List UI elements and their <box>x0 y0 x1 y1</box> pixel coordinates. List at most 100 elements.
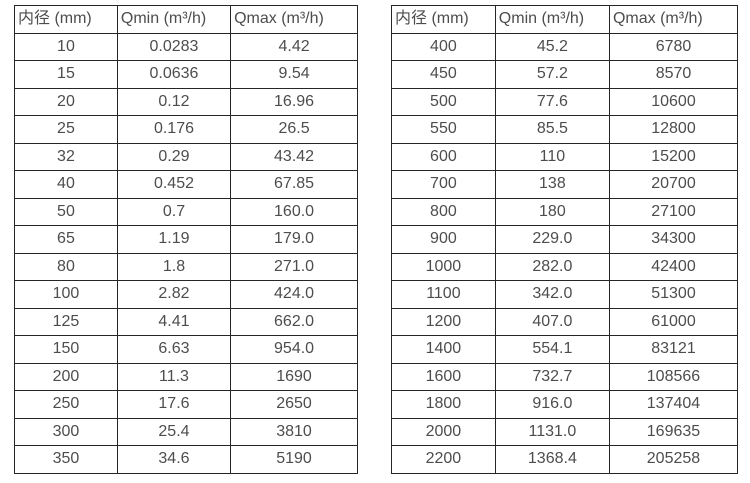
table-cell: 45.2 <box>494 32 610 61</box>
flow-table-large-diameters: 内径 (mm) Qmin (m³/h) Qmax (m³/h) 400 45.2 6780… <box>391 5 739 474</box>
table-row: 800 180 27100 <box>391 197 739 226</box>
table-row: 300 25.4 3810 <box>14 417 358 446</box>
table-cell: 800 <box>391 197 496 226</box>
table-cell: 424.0 <box>230 280 358 309</box>
flow-table-small-diameters: 内径 (mm) Qmin (m³/h) Qmax (m³/h) 10 0.0283 4.4… <box>14 5 358 474</box>
table-cell: 17.6 <box>116 390 232 419</box>
table-cell: 1400 <box>391 335 496 364</box>
table-cell: 229.0 <box>494 225 610 254</box>
table-cell: 11.3 <box>116 362 232 391</box>
table-row: 600 110 15200 <box>391 142 739 171</box>
table-cell: 20700 <box>608 170 739 199</box>
table-row: 450 57.2 8570 <box>391 60 739 89</box>
table-cell: 9.54 <box>230 60 358 89</box>
table-cell: 26.5 <box>230 115 358 144</box>
table-cell: 65 <box>14 225 118 254</box>
table-cell: 0.0636 <box>116 60 232 89</box>
table-row: 2000 1131.0 169635 <box>391 417 739 446</box>
table-cell: 50 <box>14 197 118 226</box>
table-cell: 34.6 <box>116 445 232 474</box>
table-cell: 3810 <box>230 417 358 446</box>
table-cell: 662.0 <box>230 307 358 336</box>
table-cell: 400 <box>391 32 496 61</box>
table-cell: 1.8 <box>116 252 232 281</box>
table-row: 125 4.41 662.0 <box>14 307 358 336</box>
flow-rate-tables: 内径 (mm) Qmin (m³/h) Qmax (m³/h) 10 0.0283 4.4… <box>14 5 739 474</box>
table-cell: 2000 <box>391 417 496 446</box>
table-cell: 83121 <box>608 335 739 364</box>
table-cell: 1690 <box>230 362 358 391</box>
table-cell: 6.63 <box>116 335 232 364</box>
table-row: 2200 1368.4 205258 <box>391 445 739 474</box>
table-cell: 0.12 <box>116 87 232 116</box>
table-cell: 0.452 <box>116 170 232 199</box>
column-header: Qmin (m³/h) <box>116 5 232 34</box>
table-cell: 61000 <box>608 307 739 336</box>
table-row: 65 1.19 179.0 <box>14 225 358 254</box>
table-cell: 125 <box>14 307 118 336</box>
table-row: 150 6.63 954.0 <box>14 335 358 364</box>
table-cell: 554.1 <box>494 335 610 364</box>
table-cell: 108566 <box>608 362 739 391</box>
table-cell: 10600 <box>608 87 739 116</box>
table-cell: 200 <box>14 362 118 391</box>
table-cell: 15200 <box>608 142 739 171</box>
table-cell: 271.0 <box>230 252 358 281</box>
table-row: 700 138 20700 <box>391 170 739 199</box>
table-cell: 500 <box>391 87 496 116</box>
table-cell: 900 <box>391 225 496 254</box>
table-cell: 43.42 <box>230 142 358 171</box>
table-row: 1800 916.0 137404 <box>391 390 739 419</box>
column-header: Qmax (m³/h) <box>230 5 358 34</box>
table-cell: 205258 <box>608 445 739 474</box>
table-row: 550 85.5 12800 <box>391 115 739 144</box>
table-cell: 150 <box>14 335 118 364</box>
table-cell: 27100 <box>608 197 739 226</box>
table-row: 900 229.0 34300 <box>391 225 739 254</box>
table-cell: 700 <box>391 170 496 199</box>
table-cell: 51300 <box>608 280 739 309</box>
table-cell: 1131.0 <box>494 417 610 446</box>
table-cell: 40 <box>14 170 118 199</box>
table-cell: 407.0 <box>494 307 610 336</box>
table-cell: 34300 <box>608 225 739 254</box>
table-cell: 100 <box>14 280 118 309</box>
table-cell: 110 <box>494 142 610 171</box>
table-cell: 5190 <box>230 445 358 474</box>
table-cell: 20 <box>14 87 118 116</box>
table-cell: 282.0 <box>494 252 610 281</box>
table-cell: 1368.4 <box>494 445 610 474</box>
table-row: 80 1.8 271.0 <box>14 252 358 281</box>
table-cell: 0.29 <box>116 142 232 171</box>
table-cell: 0.176 <box>116 115 232 144</box>
table-cell: 10 <box>14 32 118 61</box>
table-cell: 137404 <box>608 390 739 419</box>
table-cell: 179.0 <box>230 225 358 254</box>
table-cell: 1100 <box>391 280 496 309</box>
table-row: 40 0.452 67.85 <box>14 170 358 199</box>
table-cell: 1600 <box>391 362 496 391</box>
table-cell: 77.6 <box>494 87 610 116</box>
table-cell: 169635 <box>608 417 739 446</box>
table-row: 1100 342.0 51300 <box>391 280 739 309</box>
table-cell: 342.0 <box>494 280 610 309</box>
table-cell: 4.41 <box>116 307 232 336</box>
table-cell: 67.85 <box>230 170 358 199</box>
table-row: 200 11.3 1690 <box>14 362 358 391</box>
table-cell: 1200 <box>391 307 496 336</box>
table-row: 400 45.2 6780 <box>391 32 739 61</box>
table-cell: 1.19 <box>116 225 232 254</box>
table-row: 10 0.0283 4.42 <box>14 32 358 61</box>
table-row: 32 0.29 43.42 <box>14 142 358 171</box>
table-cell: 25 <box>14 115 118 144</box>
table-cell: 732.7 <box>494 362 610 391</box>
table-row: 350 34.6 5190 <box>14 445 358 474</box>
table-cell: 2.82 <box>116 280 232 309</box>
table-row: 50 0.7 160.0 <box>14 197 358 226</box>
table-cell: 57.2 <box>494 60 610 89</box>
table-cell: 1800 <box>391 390 496 419</box>
table-cell: 15 <box>14 60 118 89</box>
table-cell: 12800 <box>608 115 739 144</box>
table-row: 250 17.6 2650 <box>14 390 358 419</box>
